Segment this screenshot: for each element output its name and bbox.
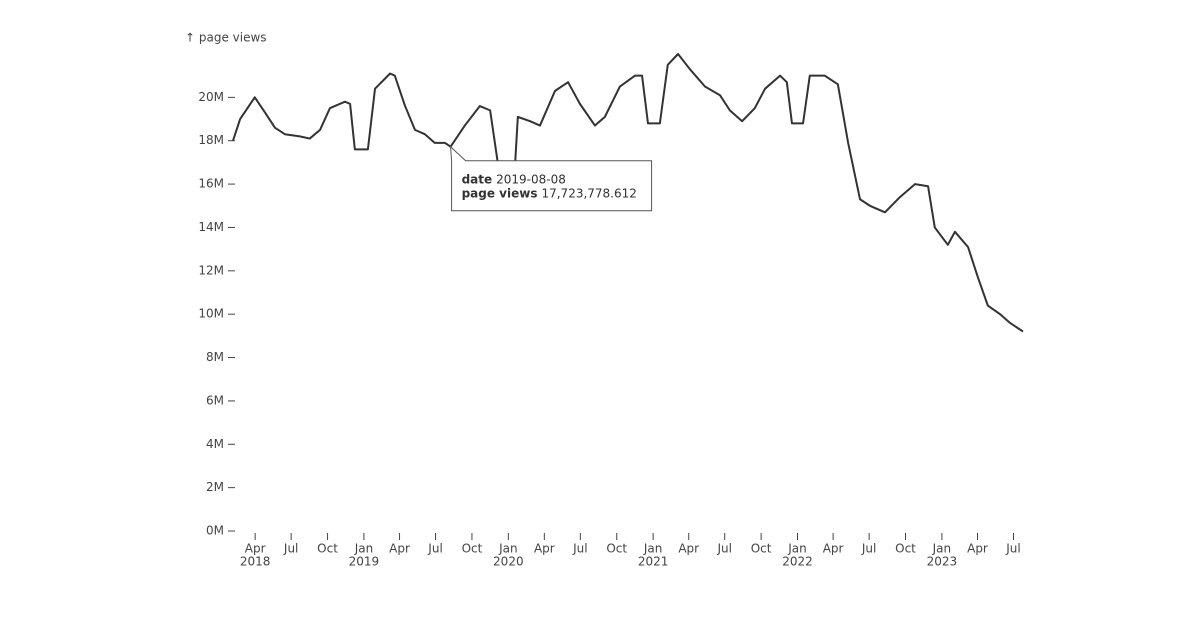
x-tick-label: Jul [1005,542,1020,556]
y-axis-label: ↑ page views [185,31,267,45]
x-tick-label: Apr [678,542,699,556]
x-tick-label: Jul [427,542,442,556]
y-tick-label: 8M [206,350,224,364]
x-tick-year: 2021 [638,555,669,569]
y-tick-label: 2M [206,480,224,494]
x-tick-label: Oct [606,542,627,556]
tooltip-row: page views 17,723,778.612 [462,186,637,200]
x-tick-label: Jul [716,542,731,556]
line [232,53,1024,333]
x-tick-label: Jan [498,542,518,556]
x-tick-label: Jan [643,542,663,556]
y-tick-label: 18M [198,133,224,147]
y-tick-label: 4M [206,437,224,451]
x-tick-label: Oct [895,542,916,556]
y-tick-label: 16M [198,177,224,191]
x-tick-label: Apr [967,542,988,556]
tooltip-value: 17,723,778.612 [541,186,636,200]
x-tick-label: Apr [245,542,266,556]
x-tick-label: Oct [462,542,483,556]
tooltip-row: date 2019-08-08 [462,172,566,186]
x-tick-label: Jan [354,542,374,556]
y-tick-label: 14M [198,220,224,234]
x-tick-label: Oct [751,542,772,556]
x-tick-year: 2023 [927,555,958,569]
x-tick-label: Jul [572,542,587,556]
tooltip-value: 2019-08-08 [496,172,566,186]
y-tick-label: 10M [198,307,224,321]
x-tick-label: Apr [534,542,555,556]
y-tick-label: 6M [206,393,224,407]
x-tick-label: Jul [861,542,876,556]
y-tick-label: 0M [206,524,224,538]
y-tick-label: 12M [198,263,224,277]
x-tick-label: Jan [787,542,807,556]
x-tick-year: 2019 [349,555,380,569]
tooltip-key: date [462,172,493,186]
x-tick-label: Oct [317,542,338,556]
x-tick-label: Jan [932,542,952,556]
x-tick-year: 2020 [493,555,524,569]
x-tick-year: 2022 [782,555,813,569]
x-tick-label: Jul [283,542,298,556]
tooltip-box [449,145,653,212]
y-tick-label: 20M [198,90,224,104]
tooltip-key: page views [462,186,538,200]
x-tick-label: Apr [389,542,410,556]
x-tick-label: Apr [823,542,844,556]
x-tick-year: 2018 [240,555,271,569]
